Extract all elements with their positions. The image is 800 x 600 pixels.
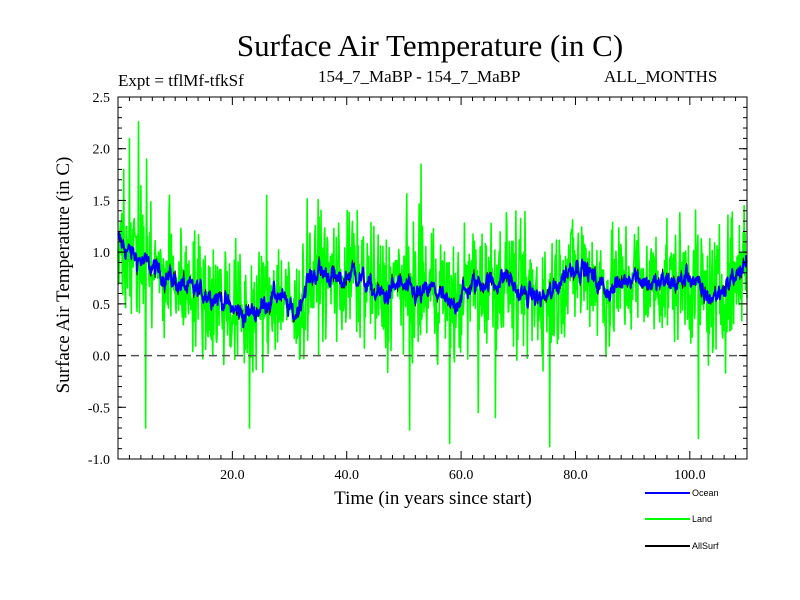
y-tick-label: -0.5 (88, 401, 110, 416)
legend-label-allsurf: AllSurf (692, 541, 719, 551)
y-tick-label: 0.0 (93, 350, 111, 365)
plot-frame (117, 96, 748, 460)
y-tick-label: 0.5 (93, 298, 111, 313)
series-line-ocean (117, 231, 748, 329)
chart-title: Surface Air Temperature (in C) (236, 28, 624, 63)
x-axis-label: Time (in years since start) (334, 488, 532, 509)
x-tick-label: 20.0 (220, 468, 245, 483)
y-tick-label: 1.0 (93, 246, 111, 261)
legend-label-land: Land (692, 514, 712, 524)
months-label: ALL_MONTHS (604, 67, 718, 86)
x-tick-label: 100.0 (674, 468, 706, 483)
legend-label-ocean: Ocean (692, 488, 719, 498)
x-tick-label: 80.0 (563, 468, 588, 483)
series-layer (117, 121, 748, 448)
x-tick-label: 60.0 (449, 468, 474, 483)
y-tick-label: 1.5 (93, 194, 111, 209)
experiment-label: Expt = tflMf-tfkSf (118, 71, 244, 90)
y-tick-label: 2.5 (93, 91, 111, 106)
y-tick-label: -1.0 (88, 453, 110, 468)
case-label: 154_7_MaBP - 154_7_MaBP (318, 67, 521, 86)
axis-layer: -1.0 -0.5 0.0 0.5 1.0 1.5 2.0 2.5 20.0 40.0 60.0 80… (88, 91, 747, 483)
y-tick-label: 2.0 (93, 143, 111, 158)
x-tick-label: 40.0 (334, 468, 359, 483)
legend: Ocean Land AllSurf (645, 488, 719, 551)
